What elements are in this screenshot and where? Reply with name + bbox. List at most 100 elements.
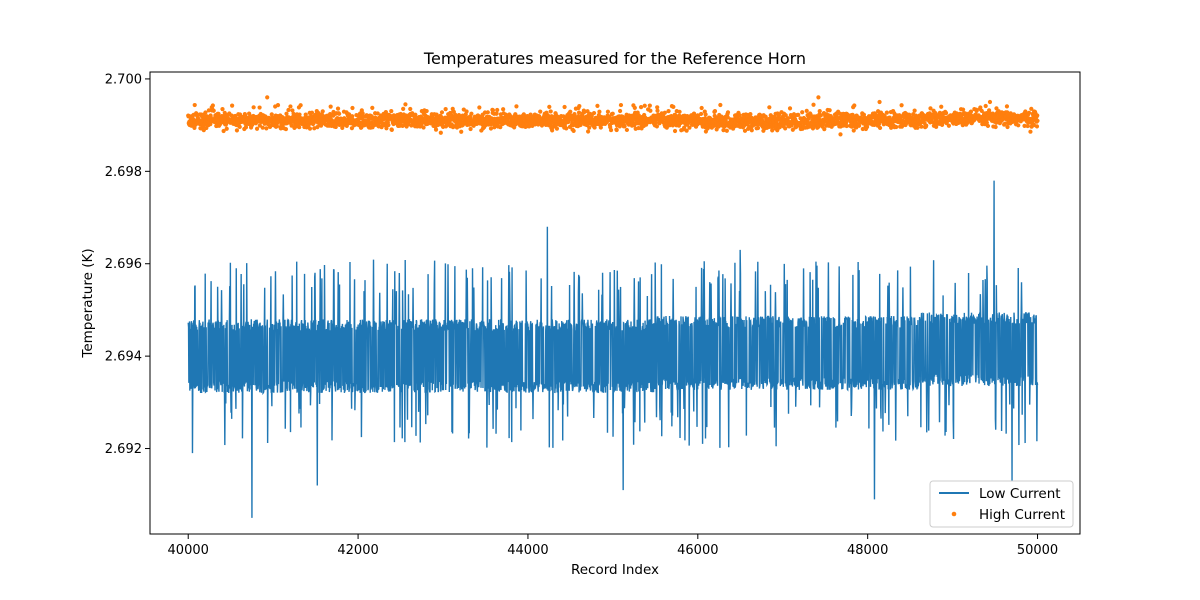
scatter-point	[984, 120, 989, 125]
scatter-point	[817, 109, 822, 114]
scatter-point	[337, 111, 342, 116]
scatter-point	[884, 110, 889, 115]
chart-title: Temperatures measured for the Reference …	[423, 49, 806, 68]
scatter-point	[335, 106, 341, 111]
scatter-point	[265, 95, 270, 100]
scatter-point	[316, 111, 321, 116]
scatter-point	[636, 125, 641, 131]
scatter-point	[360, 111, 365, 116]
scatter-point	[721, 128, 726, 133]
scatter-point	[490, 108, 496, 113]
scatter-point	[610, 111, 615, 116]
scatter-point	[234, 128, 240, 133]
scatter-point	[568, 109, 573, 114]
scatter-point	[210, 103, 215, 108]
scatter-point	[834, 112, 839, 118]
scatter-point	[375, 111, 380, 116]
scatter-point	[1029, 106, 1034, 111]
scatter-point	[1005, 110, 1010, 115]
scatter-point	[564, 126, 569, 131]
scatter-point	[983, 103, 988, 109]
scatter-point	[289, 123, 294, 128]
scatter-point	[943, 111, 949, 116]
scatter-point	[297, 125, 302, 130]
scatter-point	[576, 110, 582, 115]
scatter-point	[638, 105, 644, 110]
scatter-point	[912, 108, 917, 113]
scatter-point	[614, 127, 619, 133]
scatter-point	[389, 108, 394, 114]
scatter-point	[284, 111, 289, 116]
scatter-point	[257, 105, 262, 110]
scatter-point	[928, 106, 933, 111]
scatter-point	[260, 125, 265, 130]
y-axis-label: Temperature (K)	[80, 248, 96, 358]
scatter-point	[203, 110, 208, 115]
scatter-point	[624, 127, 630, 133]
scatter-point	[632, 105, 637, 110]
scatter-point	[987, 99, 993, 105]
scatter-point	[804, 108, 809, 113]
scatter-point	[309, 110, 315, 115]
scatter-point	[877, 99, 882, 105]
scatter-point	[666, 109, 671, 114]
scatter-point	[192, 102, 197, 108]
scatter-point	[349, 126, 355, 131]
scatter-point	[712, 109, 718, 114]
scatter-point	[589, 113, 594, 118]
scatter-point	[894, 124, 899, 130]
scatter-point	[655, 108, 660, 113]
scatter-point	[587, 125, 592, 130]
scatter-point	[554, 122, 559, 128]
scatter-point	[691, 111, 697, 116]
x-axis-label: Record Index	[571, 562, 659, 578]
scatter-point	[698, 111, 704, 117]
scatter-point	[622, 124, 627, 129]
scatter-point	[424, 108, 429, 114]
scatter-point	[251, 105, 256, 110]
scatter-point	[737, 113, 742, 118]
scatter-point	[571, 128, 576, 134]
series-layer	[186, 95, 1040, 518]
scatter-point	[421, 125, 426, 130]
scatter-point	[857, 123, 862, 128]
x-tick-label: 40000	[168, 543, 209, 558]
scatter-point	[851, 128, 856, 133]
scatter-point	[796, 112, 801, 117]
scatter-point	[306, 123, 311, 128]
scatter-point	[811, 102, 816, 107]
y-tick-label: 2.692	[105, 442, 142, 457]
scatter-point	[687, 125, 692, 130]
scatter-point	[724, 128, 729, 133]
scatter-point	[386, 122, 391, 128]
scatter-point	[514, 104, 519, 109]
scatter-point	[672, 128, 678, 134]
legend: Low Current High Current	[929, 480, 1074, 528]
scatter-point	[654, 124, 660, 129]
plot-area	[186, 95, 1040, 518]
x-tick-label: 42000	[337, 543, 378, 558]
scatter-point	[439, 110, 445, 115]
scatter-point	[682, 125, 687, 130]
scatter-point	[1023, 109, 1028, 114]
scatter-point	[477, 105, 482, 110]
scatter-point	[320, 109, 325, 114]
x-tick-label: 50000	[1017, 543, 1058, 558]
scatter-point	[1022, 123, 1027, 128]
scatter-point	[648, 108, 653, 113]
scatter-point	[459, 129, 464, 134]
scatter-point	[695, 113, 701, 119]
scatter-point	[485, 110, 490, 115]
scatter-point	[290, 108, 295, 113]
scatter-point	[655, 105, 660, 110]
scatter-point	[468, 126, 473, 132]
scatter-point	[864, 124, 870, 130]
scatter-point	[725, 110, 731, 115]
scatter-point	[605, 109, 611, 114]
x-axis: 40000 42000 44000 46000 48000 50000	[168, 534, 1058, 558]
scatter-point	[755, 125, 761, 131]
scatter-point	[818, 113, 823, 118]
scatter-point	[979, 108, 984, 113]
scatter-point	[800, 110, 805, 115]
scatter-point	[1016, 123, 1021, 128]
